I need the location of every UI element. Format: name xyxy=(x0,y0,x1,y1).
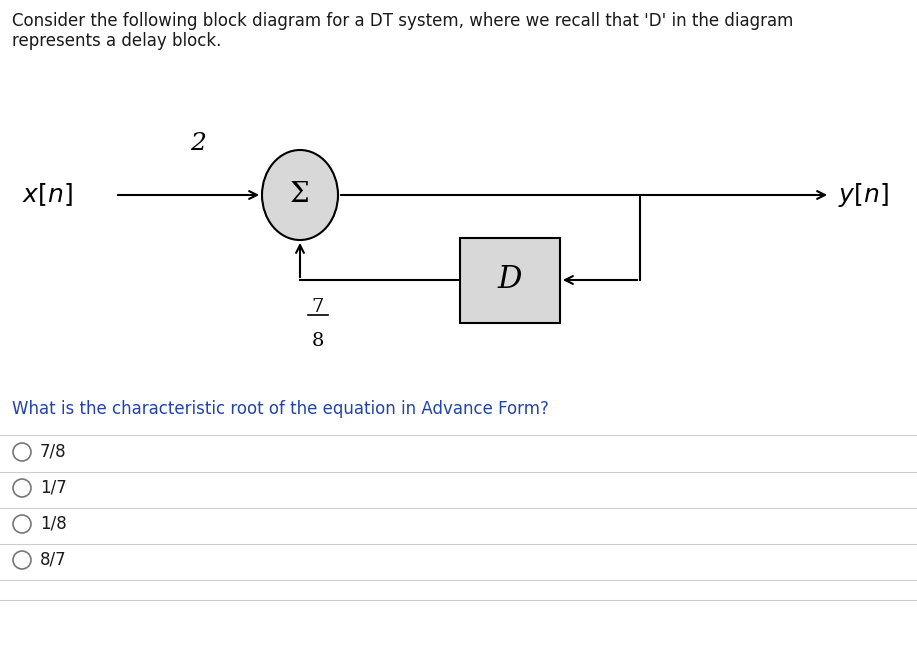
Text: represents a delay block.: represents a delay block. xyxy=(12,32,221,50)
Text: 8/7: 8/7 xyxy=(40,551,67,569)
Text: $x[n]$: $x[n]$ xyxy=(22,182,72,208)
Text: 7/8: 7/8 xyxy=(40,443,67,461)
Text: 8: 8 xyxy=(312,332,325,350)
Text: 7: 7 xyxy=(312,298,325,316)
Text: 1/7: 1/7 xyxy=(40,479,67,497)
Text: Σ: Σ xyxy=(290,182,310,208)
Text: D: D xyxy=(498,264,523,296)
Bar xyxy=(460,238,560,323)
Ellipse shape xyxy=(262,150,338,240)
Text: What is the characteristic root of the equation in Advance Form?: What is the characteristic root of the e… xyxy=(12,400,549,418)
Text: 2: 2 xyxy=(191,131,206,155)
Text: 1/8: 1/8 xyxy=(40,515,67,533)
Text: Consider the following block diagram for a DT system, where we recall that 'D' i: Consider the following block diagram for… xyxy=(12,12,793,30)
Text: $y[n]$: $y[n]$ xyxy=(838,181,889,209)
